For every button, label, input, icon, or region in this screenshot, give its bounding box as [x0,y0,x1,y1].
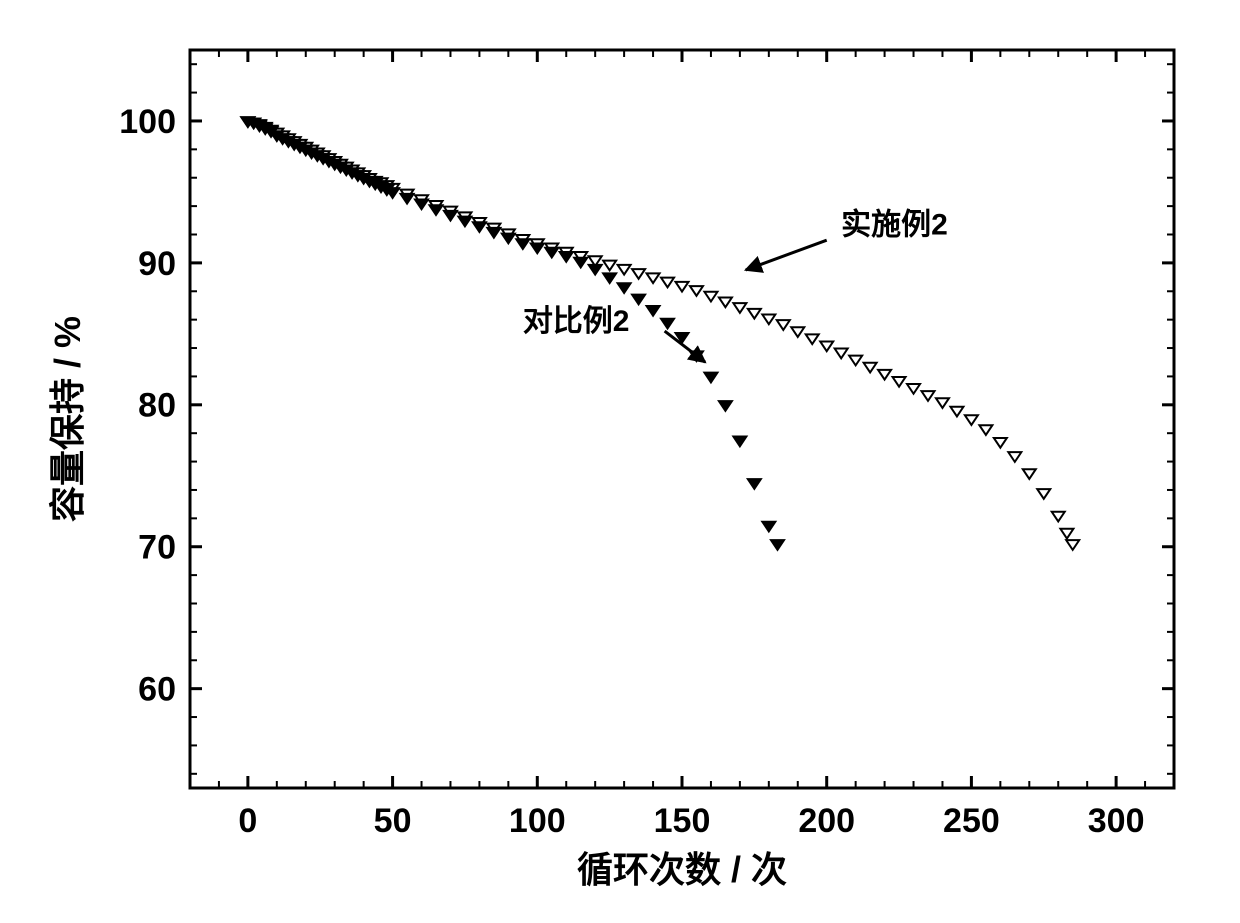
y-tick-label: 100 [119,103,176,141]
y-tick-label: 60 [138,671,176,709]
annotation-实施例2: 实施例2 [746,208,948,270]
x-tick-label: 250 [943,802,1000,840]
x-tick-label: 100 [509,802,566,840]
y-axis-label: 容量保持 / % [47,316,88,522]
annotation-label: 实施例2 [841,208,948,242]
x-axis-label: 循环次数 / 次 [577,849,787,890]
x-tick-label: 0 [238,802,257,840]
capacity-retention-chart: 0 50 100 150 200 250 300 循环次数 / 次 60 70 80 90 100 容量保… [0,0,1240,923]
annotation-label: 对比例2 [523,305,630,338]
x-tick-label: 300 [1088,802,1145,840]
y-tick-label: 90 [138,245,176,283]
x-tick-label: 50 [374,802,412,840]
x-tick-label: 200 [798,802,855,840]
y-axis: 60 70 80 90 100 容量保持 / % [47,64,1174,774]
y-tick-label: 70 [138,529,176,567]
chart-container: 0 50 100 150 200 250 300 循环次数 / 次 60 70 80 90 100 容量保… [0,0,1240,923]
x-tick-label: 150 [654,802,711,840]
series-对比例2 [241,117,784,550]
y-tick-label: 80 [138,387,176,425]
